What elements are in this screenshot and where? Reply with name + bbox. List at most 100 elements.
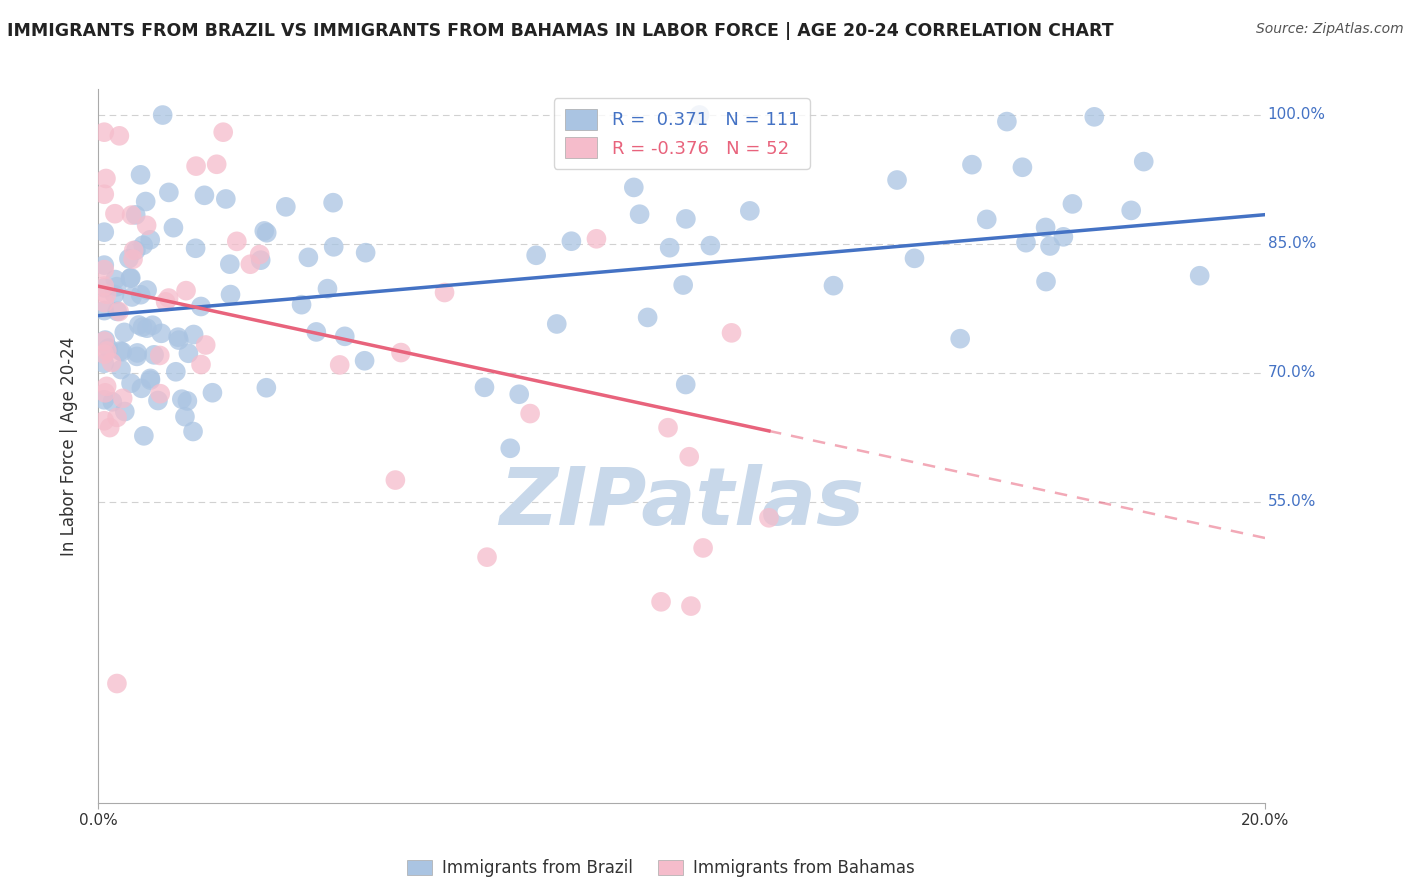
Point <box>1011 161 1033 175</box>
Point <box>108 128 131 143</box>
Point <box>585 232 607 246</box>
Point <box>623 180 645 194</box>
Point <box>249 253 271 268</box>
Point <box>149 386 172 401</box>
Point <box>135 219 157 233</box>
Point <box>120 376 142 391</box>
Point <box>699 238 721 252</box>
Point <box>201 385 224 400</box>
Point <box>333 329 356 343</box>
Legend: Immigrants from Brazil, Immigrants from Bahamas: Immigrants from Brazil, Immigrants from … <box>401 853 921 884</box>
Point <box>98 420 121 434</box>
Point <box>1035 220 1057 235</box>
Point <box>692 541 714 555</box>
Point <box>104 207 127 221</box>
Point <box>546 317 568 331</box>
Point <box>96 287 118 301</box>
Point <box>678 450 700 464</box>
Point <box>101 394 124 409</box>
Point <box>193 188 215 202</box>
Point <box>94 171 117 186</box>
Point <box>97 341 120 355</box>
Point <box>1121 203 1143 218</box>
Point <box>93 334 115 348</box>
Point <box>519 407 541 421</box>
Text: 100.0%: 100.0% <box>1268 108 1326 122</box>
Point <box>143 348 166 362</box>
Y-axis label: In Labor Force | Age 20-24: In Labor Force | Age 20-24 <box>59 336 77 556</box>
Point <box>94 385 117 400</box>
Point <box>886 173 908 187</box>
Text: 85.0%: 85.0% <box>1268 236 1316 252</box>
Point <box>190 358 212 372</box>
Point <box>190 300 212 314</box>
Point <box>177 346 200 360</box>
Point <box>129 287 152 301</box>
Point <box>219 287 242 301</box>
Point <box>305 325 328 339</box>
Point <box>105 676 128 690</box>
Legend: R =  0.371   N = 111, R = -0.376   N = 52: R = 0.371 N = 111, R = -0.376 N = 52 <box>554 98 810 169</box>
Point <box>111 344 134 359</box>
Point <box>184 241 207 255</box>
Point <box>1132 154 1154 169</box>
Point <box>125 244 148 258</box>
Point <box>93 414 115 428</box>
Point <box>142 318 165 333</box>
Point <box>100 355 122 369</box>
Point <box>129 168 152 182</box>
Point <box>139 373 162 387</box>
Point <box>93 281 115 295</box>
Point <box>157 186 180 200</box>
Point <box>181 425 204 439</box>
Point <box>297 251 319 265</box>
Point <box>120 271 142 285</box>
Point <box>127 346 149 360</box>
Point <box>212 125 235 139</box>
Point <box>1035 275 1057 289</box>
Point <box>136 283 159 297</box>
Point <box>508 387 530 401</box>
Point <box>433 285 456 300</box>
Point <box>110 343 132 358</box>
Point <box>94 333 117 347</box>
Point <box>122 244 145 258</box>
Point <box>225 235 247 249</box>
Point <box>93 295 115 310</box>
Point <box>183 327 205 342</box>
Point <box>316 282 339 296</box>
Point <box>194 338 217 352</box>
Point <box>155 294 177 309</box>
Text: 55.0%: 55.0% <box>1268 494 1316 509</box>
Text: 70.0%: 70.0% <box>1268 366 1316 380</box>
Point <box>146 393 169 408</box>
Point <box>176 394 198 409</box>
Point <box>253 224 276 238</box>
Point <box>135 194 157 209</box>
Point <box>139 371 162 385</box>
Point <box>131 381 153 395</box>
Point <box>322 240 344 254</box>
Point <box>103 287 125 301</box>
Point <box>125 208 148 222</box>
Point <box>131 320 153 334</box>
Point <box>560 234 582 248</box>
Point <box>125 350 148 364</box>
Point <box>658 241 681 255</box>
Point <box>689 108 711 122</box>
Point <box>108 304 131 318</box>
Point <box>104 272 127 286</box>
Point <box>1015 235 1038 250</box>
Point <box>274 200 297 214</box>
Point <box>167 333 190 347</box>
Point <box>389 345 412 359</box>
Point <box>132 238 155 252</box>
Point <box>249 247 271 261</box>
Point <box>672 278 695 293</box>
Point <box>1083 110 1105 124</box>
Point <box>152 108 174 122</box>
Point <box>995 114 1018 128</box>
Point <box>111 392 134 406</box>
Point <box>823 278 845 293</box>
Point <box>475 550 498 565</box>
